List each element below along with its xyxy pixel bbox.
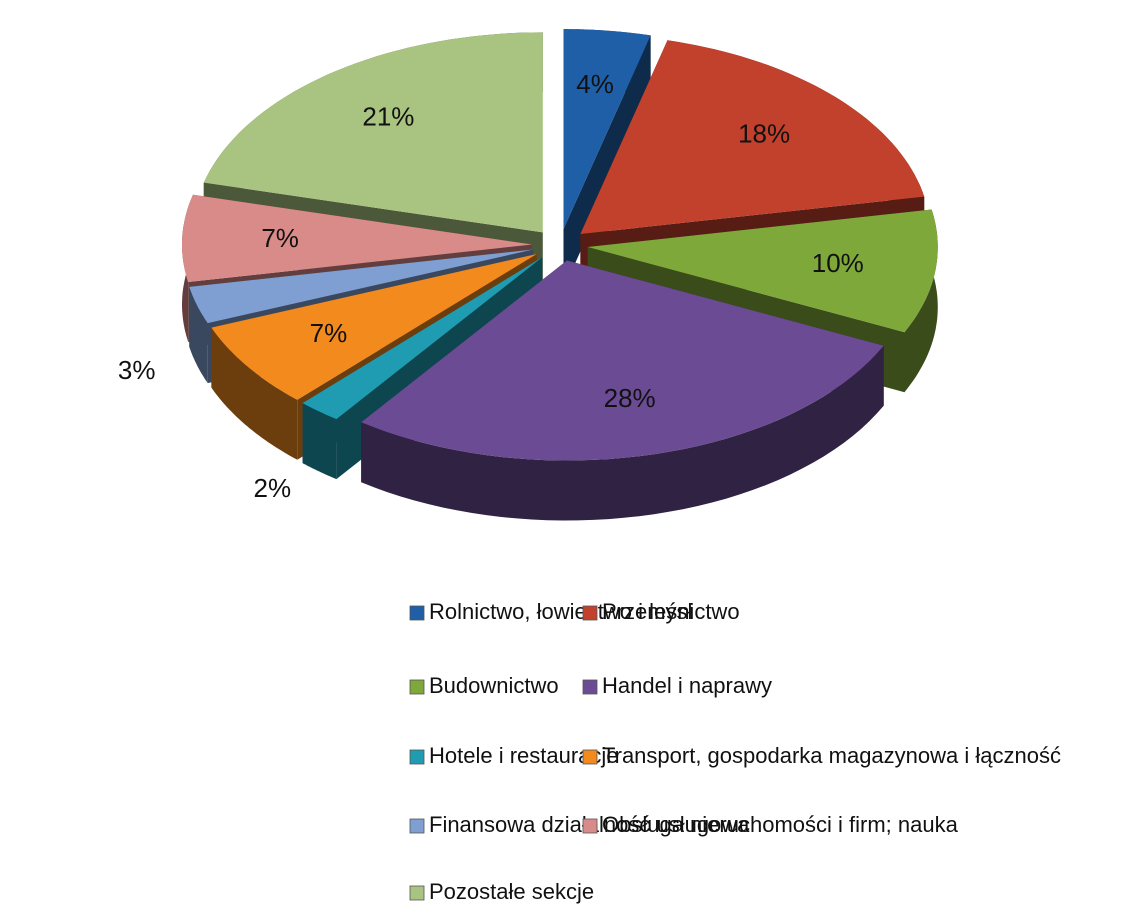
legend-label: Transport, gospodarka magazynowa i łączn… [602,743,1061,768]
data-label: 4% [576,69,614,99]
slice-wall [361,345,884,521]
slice-top [189,249,534,324]
slice-top [302,257,543,420]
legend-swatch [409,679,425,695]
slice-top [580,40,925,234]
data-label: 18% [738,118,790,148]
data-label: 28% [604,383,656,413]
data-label: 3% [118,355,156,385]
slice-top [203,32,543,233]
slice-top [211,254,537,400]
data-label: 10% [812,248,864,278]
legend-swatch [582,818,598,834]
slice-top [587,209,938,333]
slice [361,260,884,521]
legend-swatch [409,885,425,901]
legend-label: Obsługa nieruchomości i firm; nauka [602,812,959,837]
data-label: 7% [261,223,299,253]
data-label: 7% [310,318,348,348]
legend-swatch [582,749,598,765]
slice-top [182,194,532,282]
slice-wall [302,403,337,480]
slice-top [361,260,884,461]
slice-wall [211,327,298,460]
data-label: 2% [253,473,291,503]
legend-swatch [582,605,598,621]
legend-label: Pozostałe sekcje [429,879,594,904]
slice-top [563,29,651,230]
legend-swatch [409,605,425,621]
legend-swatch [409,749,425,765]
slice-side [302,257,543,464]
legend-label: Przemysł [602,599,693,624]
slice-wall [904,209,938,393]
legend-label: Budownictwo [429,673,559,698]
legend-swatch [582,679,598,695]
legend-label: Handel i naprawy [602,673,772,698]
legend-swatch [409,818,425,834]
slice-wall [189,286,208,384]
data-label: 21% [362,101,414,131]
